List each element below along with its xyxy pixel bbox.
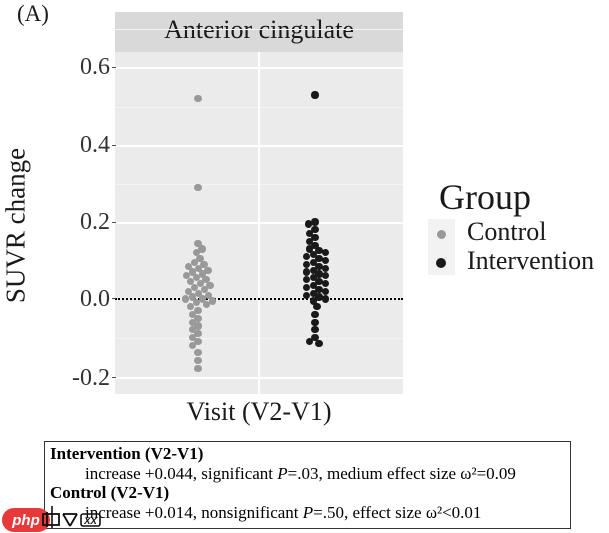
- svg-text:XX: XX: [83, 516, 97, 527]
